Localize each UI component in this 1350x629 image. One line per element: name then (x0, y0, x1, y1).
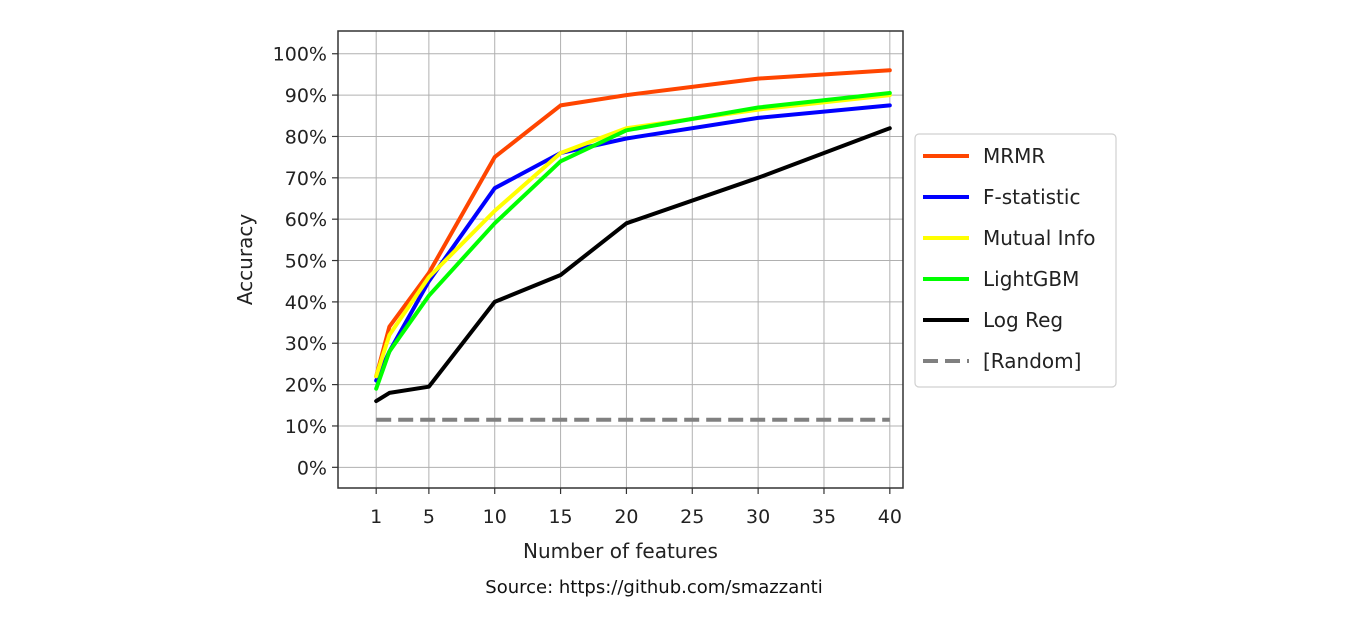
y-tick-label: 10% (285, 416, 327, 438)
y-tick-label: 0% (297, 457, 327, 479)
series-line-lightgbm (374, 91, 892, 391)
series-lines (374, 68, 892, 422)
y-axis-label: Accuracy (233, 214, 257, 305)
source-caption: Source: https://github.com/smazzanti (485, 577, 823, 598)
y-tick-label: 40% (285, 292, 327, 314)
x-tick-label: 30 (746, 506, 770, 528)
x-tick-label: 35 (812, 506, 836, 528)
y-tick-label: 80% (285, 126, 327, 148)
y-tick-label: 50% (285, 251, 327, 273)
legend-label: Mutual Info (983, 226, 1095, 250)
y-ticks: 0% 10% 20% 30% 40% 50% 60% 70% 80% 90% 100% (273, 44, 338, 479)
x-tick-label: 10 (483, 506, 507, 528)
x-tick-label: 40 (878, 506, 902, 528)
series-line-mrmr (374, 68, 892, 379)
series-line-log-reg (374, 126, 892, 404)
legend-label: Log Reg (983, 308, 1063, 332)
legend-label: [Random] (983, 349, 1081, 373)
x-tick-label: 5 (423, 506, 435, 528)
legend: MRMR F-statistic Mutual Info LightGBM Log Re… (914, 133, 1117, 388)
x-tick-label: 1 (370, 506, 382, 528)
x-tick-label: 25 (680, 506, 704, 528)
y-tick-label: 60% (285, 209, 327, 231)
legend-label: MRMR (983, 144, 1045, 168)
y-tick-label: 70% (285, 168, 327, 190)
y-tick-label: 30% (285, 333, 327, 355)
y-tick-label: 100% (273, 44, 327, 66)
plot-frame (337, 30, 904, 489)
x-axis-label: Number of features (523, 539, 718, 563)
x-ticks: 1 5 10 15 20 25 30 35 40 (370, 488, 902, 528)
legend-label: LightGBM (983, 267, 1079, 291)
x-tick-label: 15 (548, 506, 572, 528)
y-tick-label: 20% (285, 375, 327, 397)
y-tick-label: 90% (285, 85, 327, 107)
legend-label: F-statistic (983, 185, 1080, 209)
x-tick-label: 20 (614, 506, 638, 528)
series-line-f-statistic (374, 103, 892, 383)
